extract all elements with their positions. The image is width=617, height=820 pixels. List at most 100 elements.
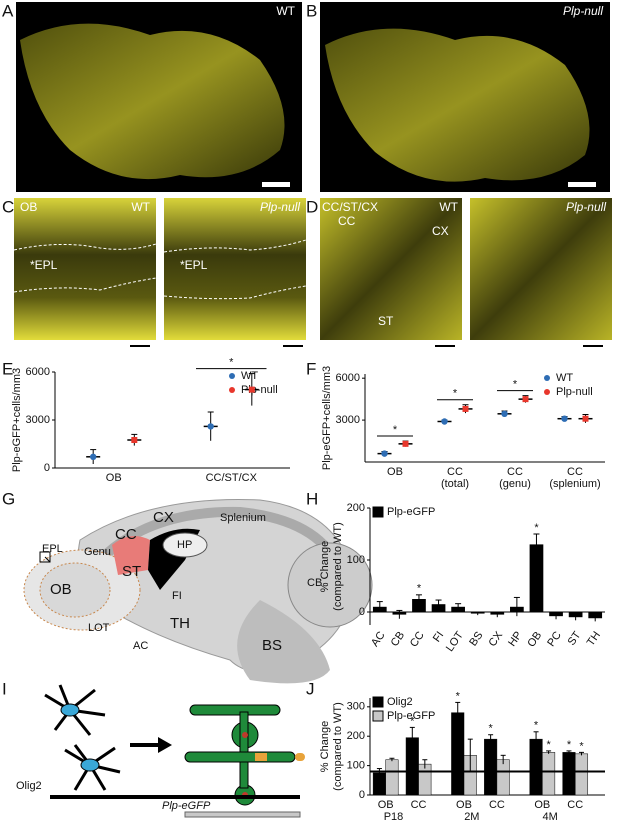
point xyxy=(89,453,97,460)
panel-letter: A xyxy=(2,1,14,20)
panel-letter: G xyxy=(2,489,15,508)
diagram-label: CX xyxy=(153,509,174,526)
star: * xyxy=(410,715,415,727)
diagram-label: BS xyxy=(262,637,282,654)
panel-letter: H xyxy=(306,489,318,508)
brain-diagram: EPL OB LOT AC Genu CC CX Splenium HP ST … xyxy=(23,499,373,684)
x-tick-label: CC xyxy=(447,466,463,478)
y-axis-label: % Change xyxy=(319,541,331,592)
x-tick-label: CC xyxy=(411,799,427,811)
y-axis-label: (compared to WT) xyxy=(332,702,344,791)
x-tick-label: HP xyxy=(506,630,525,649)
x-tick-label: OB xyxy=(387,466,403,478)
point xyxy=(381,450,388,457)
x-tick-label: CC xyxy=(567,466,583,478)
diagram-label: ST xyxy=(122,563,141,580)
bar xyxy=(542,752,556,796)
y-axis-label: Plp-eGFP+cells/mm3 xyxy=(321,366,333,470)
y-tick-label: 6000 xyxy=(336,372,360,384)
legend-label: Plp-null xyxy=(556,386,593,398)
point xyxy=(582,415,589,422)
structure-label: ST xyxy=(378,314,394,328)
star: * xyxy=(488,723,493,735)
legend-label: Plp-eGFP xyxy=(387,506,435,518)
point xyxy=(402,440,409,447)
significance-label: * xyxy=(229,357,234,369)
cell-diagram: Olig2 Plp-eGFP xyxy=(16,684,305,818)
legend-swatch xyxy=(372,710,384,722)
x-tick-label: CX xyxy=(487,629,506,649)
legend-swatch xyxy=(229,387,235,393)
legend-swatch xyxy=(372,696,384,708)
bar xyxy=(412,599,426,612)
star: * xyxy=(534,522,539,534)
y-axis-label: (compared to WT) xyxy=(332,522,344,611)
micrograph-c: OB WT *EPL Plp-null *EPL xyxy=(13,198,307,347)
x-tick-label: CC/ST/CX xyxy=(206,472,258,484)
bar xyxy=(496,759,510,796)
legend-swatch xyxy=(544,389,550,395)
panel-letter: B xyxy=(306,1,317,20)
x-tick-label: (splenium) xyxy=(549,478,600,490)
micrograph-d: CC/ST/CX WT CC CX ST Plp-null xyxy=(320,198,612,347)
point xyxy=(441,418,448,425)
x-tick-label: CC xyxy=(567,799,583,811)
y-tick-label: 3000 xyxy=(336,414,360,426)
legend-swatch xyxy=(544,375,550,381)
y-tick-label: 0 xyxy=(359,606,365,618)
point xyxy=(248,386,255,393)
bar xyxy=(484,738,498,796)
significance-label: * xyxy=(453,388,458,400)
x-tick-label: OB xyxy=(525,630,544,650)
y-tick-label: 300 xyxy=(347,701,365,713)
x-tick-label: AC xyxy=(369,629,388,648)
panel-letter: C xyxy=(2,197,14,216)
diagram-label: CB xyxy=(307,577,322,589)
x-tick-label: PC xyxy=(545,629,564,648)
x-tick-label: OB xyxy=(456,799,472,811)
structure-label: CX xyxy=(432,224,449,238)
marker-label: Plp-eGFP xyxy=(162,800,211,812)
legend-label: WT xyxy=(556,372,573,384)
x-tick-label: FI xyxy=(431,630,446,645)
bar xyxy=(451,712,465,796)
point xyxy=(131,437,138,443)
panel-letter: E xyxy=(2,359,13,378)
diagram-label: Genu xyxy=(84,546,111,558)
region-label: CC/ST/CX xyxy=(322,200,378,214)
layer-label: *EPL xyxy=(180,258,208,272)
diagram-label: Splenium xyxy=(220,512,266,524)
significance-label: * xyxy=(513,379,518,391)
y-tick-label: 200 xyxy=(347,502,365,514)
group-label: P18 xyxy=(384,811,404,820)
star: * xyxy=(456,690,461,702)
star: * xyxy=(534,720,539,732)
panel-letter: D xyxy=(306,197,318,216)
point xyxy=(462,405,469,412)
bar xyxy=(529,544,544,612)
x-tick-label: (total) xyxy=(441,478,469,490)
diagram-label: FI xyxy=(172,590,182,602)
point xyxy=(207,423,214,430)
legend-swatch xyxy=(229,373,235,379)
diagram-label: EPL xyxy=(42,543,63,555)
genotype-label: WT xyxy=(439,200,458,214)
panel-letter: F xyxy=(306,359,316,378)
panel-letter: J xyxy=(306,679,315,698)
x-tick-label: (genu) xyxy=(499,478,531,490)
genotype-label: WT xyxy=(276,4,295,18)
group-label: 2M xyxy=(464,811,479,820)
structure-label: CC xyxy=(338,214,356,228)
bar xyxy=(418,763,432,796)
marker-label: Olig2 xyxy=(16,780,42,792)
x-tick-label: OB xyxy=(106,472,122,484)
significance-label: * xyxy=(393,424,398,436)
star: * xyxy=(579,740,584,752)
genotype-label: Plp-null xyxy=(566,200,606,214)
diagram-label: TH xyxy=(170,615,190,632)
point xyxy=(501,410,508,418)
y-tick-label: 3000 xyxy=(26,414,50,426)
y-axis-label: Plp-eGFP+cells/mm3 xyxy=(11,368,23,472)
point xyxy=(522,396,529,403)
